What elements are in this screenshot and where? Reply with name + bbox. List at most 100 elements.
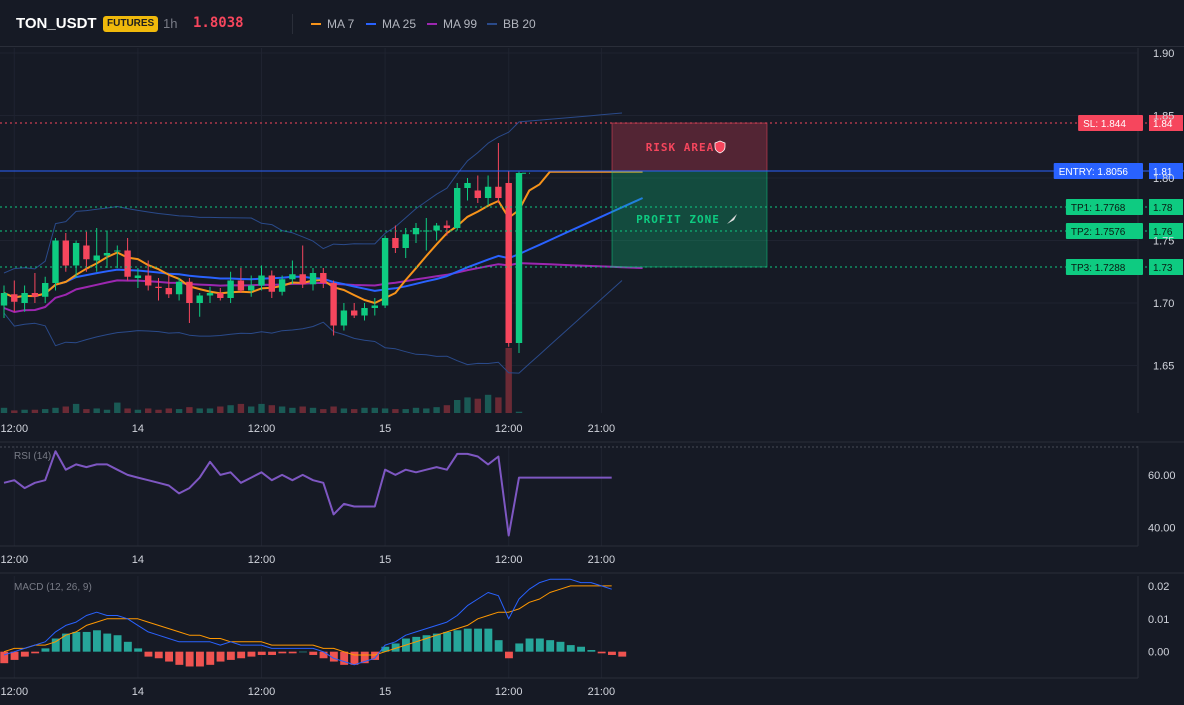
volume-bar bbox=[505, 348, 512, 413]
macd-hist-bar bbox=[608, 651, 616, 655]
rsi-tick-label: 40.00 bbox=[1148, 523, 1176, 535]
macd-hist-bar bbox=[206, 651, 215, 665]
sl-label-text: SL: 1.844 bbox=[1083, 119, 1126, 130]
volume-bar bbox=[309, 407, 317, 413]
profit-zone-box bbox=[611, 170, 768, 268]
macd-hist-bar bbox=[31, 651, 40, 654]
candle-body bbox=[402, 234, 409, 248]
tp3-label-box bbox=[1065, 259, 1143, 275]
macd-hist-bar bbox=[154, 651, 163, 659]
price-levels: SL: 1.844 1.84 ENTRY: 1.8056 1.81 TP1: 1.776… bbox=[0, 115, 1184, 275]
symbol-name[interactable]: TON_USDT bbox=[16, 15, 97, 32]
volume-bar bbox=[217, 406, 224, 413]
macd-hist-bar bbox=[237, 651, 246, 659]
tp3-label-text: TP3: 1.7288 bbox=[1071, 263, 1126, 274]
macd-hist-bar bbox=[278, 651, 287, 654]
candle-body bbox=[93, 255, 100, 261]
volume-bar bbox=[484, 394, 492, 413]
time-label: 14 bbox=[132, 686, 144, 698]
volume-bars bbox=[0, 348, 523, 413]
candle-body bbox=[464, 183, 471, 188]
candle-body bbox=[0, 293, 8, 306]
macd-hist-bar bbox=[432, 633, 441, 652]
volume-bar bbox=[515, 411, 523, 413]
candle-body bbox=[83, 245, 90, 260]
volume-bar bbox=[52, 407, 59, 413]
time-axes: 12:00 12:00 12:00 14 14 14 12:00 12:00 12:00 15 15… bbox=[1, 423, 616, 698]
volume-bar bbox=[165, 408, 172, 413]
candle-body bbox=[196, 295, 203, 303]
tp2-label-text: TP2: 1.7576 bbox=[1071, 227, 1126, 238]
volume-bar bbox=[392, 409, 399, 413]
candle-body bbox=[42, 283, 49, 297]
candle-body bbox=[258, 275, 265, 286]
macd-hist-bar bbox=[93, 630, 101, 652]
timeframe-label[interactable]: 1h bbox=[163, 16, 178, 31]
candle-body bbox=[11, 294, 18, 302]
volume-bar bbox=[11, 410, 18, 413]
volume-bar bbox=[134, 409, 142, 413]
macd-hist-bar bbox=[340, 651, 349, 665]
volume-bar bbox=[72, 403, 80, 413]
macd-hist-bar bbox=[319, 651, 328, 659]
candle-body bbox=[237, 280, 245, 291]
macd-hist-bar bbox=[216, 651, 225, 662]
candle-body bbox=[186, 281, 193, 303]
bb-lower-line bbox=[3, 280, 623, 374]
legend-ma99[interactable]: MA 99 bbox=[427, 17, 477, 31]
macd-hist-bar bbox=[535, 638, 544, 652]
volume-bar bbox=[62, 406, 69, 413]
time-label: 21:00 bbox=[588, 554, 616, 566]
macd-hist-bar bbox=[175, 651, 184, 665]
legend-bb20[interactable]: BB 20 bbox=[487, 17, 536, 31]
macd-line bbox=[3, 578, 612, 666]
macd-hist-bar bbox=[360, 651, 369, 664]
candle-body bbox=[484, 186, 492, 198]
volume-bar bbox=[21, 409, 28, 413]
candle-body bbox=[381, 238, 389, 306]
shield-icon bbox=[714, 140, 726, 154]
volume-bar bbox=[103, 409, 111, 413]
time-label: 12:00 bbox=[248, 686, 276, 698]
macd-hist-bar bbox=[463, 628, 472, 652]
tp2-label-box bbox=[1065, 223, 1143, 239]
candle-body bbox=[31, 293, 39, 297]
legend-ma7[interactable]: MA 7 bbox=[311, 17, 354, 31]
time-label: 15 bbox=[379, 423, 391, 435]
macd-hist-bar bbox=[134, 648, 143, 652]
price-tick-label: 1.85 bbox=[1153, 111, 1174, 123]
price-axis: 1.90 1.85 1.80 1.75 1.70 1.65 bbox=[1153, 48, 1174, 373]
macd-hist-bar bbox=[62, 633, 70, 652]
macd-hist-bar bbox=[247, 651, 256, 657]
bollinger-bands bbox=[3, 112, 623, 374]
volume-bar bbox=[464, 397, 471, 413]
candle-body bbox=[515, 173, 523, 343]
volume-bar bbox=[423, 408, 430, 413]
candle-body bbox=[495, 186, 502, 198]
macd-hist-bar bbox=[288, 651, 297, 654]
macd-hist-bar bbox=[123, 641, 132, 652]
trade-zones: RISK AREA PROFIT ZONE bbox=[522, 122, 768, 268]
macd-hist-bar bbox=[474, 628, 482, 652]
candle-body bbox=[443, 225, 451, 228]
macd-pane: MACD (12, 26, 9) 0.02 0.01 0.00 bbox=[0, 578, 1169, 667]
volume-bar bbox=[248, 406, 255, 413]
macd-hist-bar bbox=[587, 650, 596, 652]
macd-hist-bar bbox=[196, 651, 204, 667]
rsi-title: RSI (14) bbox=[14, 451, 51, 462]
macd-signal-line bbox=[3, 585, 612, 656]
macd-hist-bar bbox=[10, 651, 19, 660]
volume-bar bbox=[351, 409, 358, 413]
entry-axis-box bbox=[1149, 163, 1183, 179]
time-label: 21:00 bbox=[588, 423, 616, 435]
legend-ma25[interactable]: MA 25 bbox=[366, 17, 416, 31]
chart-header: TON_USDT FUTURES 1h 1.8038 MA 7 MA 25 MA… bbox=[0, 0, 1184, 47]
volume-bar bbox=[186, 407, 193, 413]
candle-body bbox=[227, 280, 234, 298]
candle-body bbox=[165, 288, 172, 295]
volume-bar bbox=[495, 397, 502, 413]
time-label: 12:00 bbox=[1, 686, 29, 698]
macd-hist-bar bbox=[144, 651, 153, 657]
tp1-axis-text: 1.78 bbox=[1153, 203, 1173, 214]
